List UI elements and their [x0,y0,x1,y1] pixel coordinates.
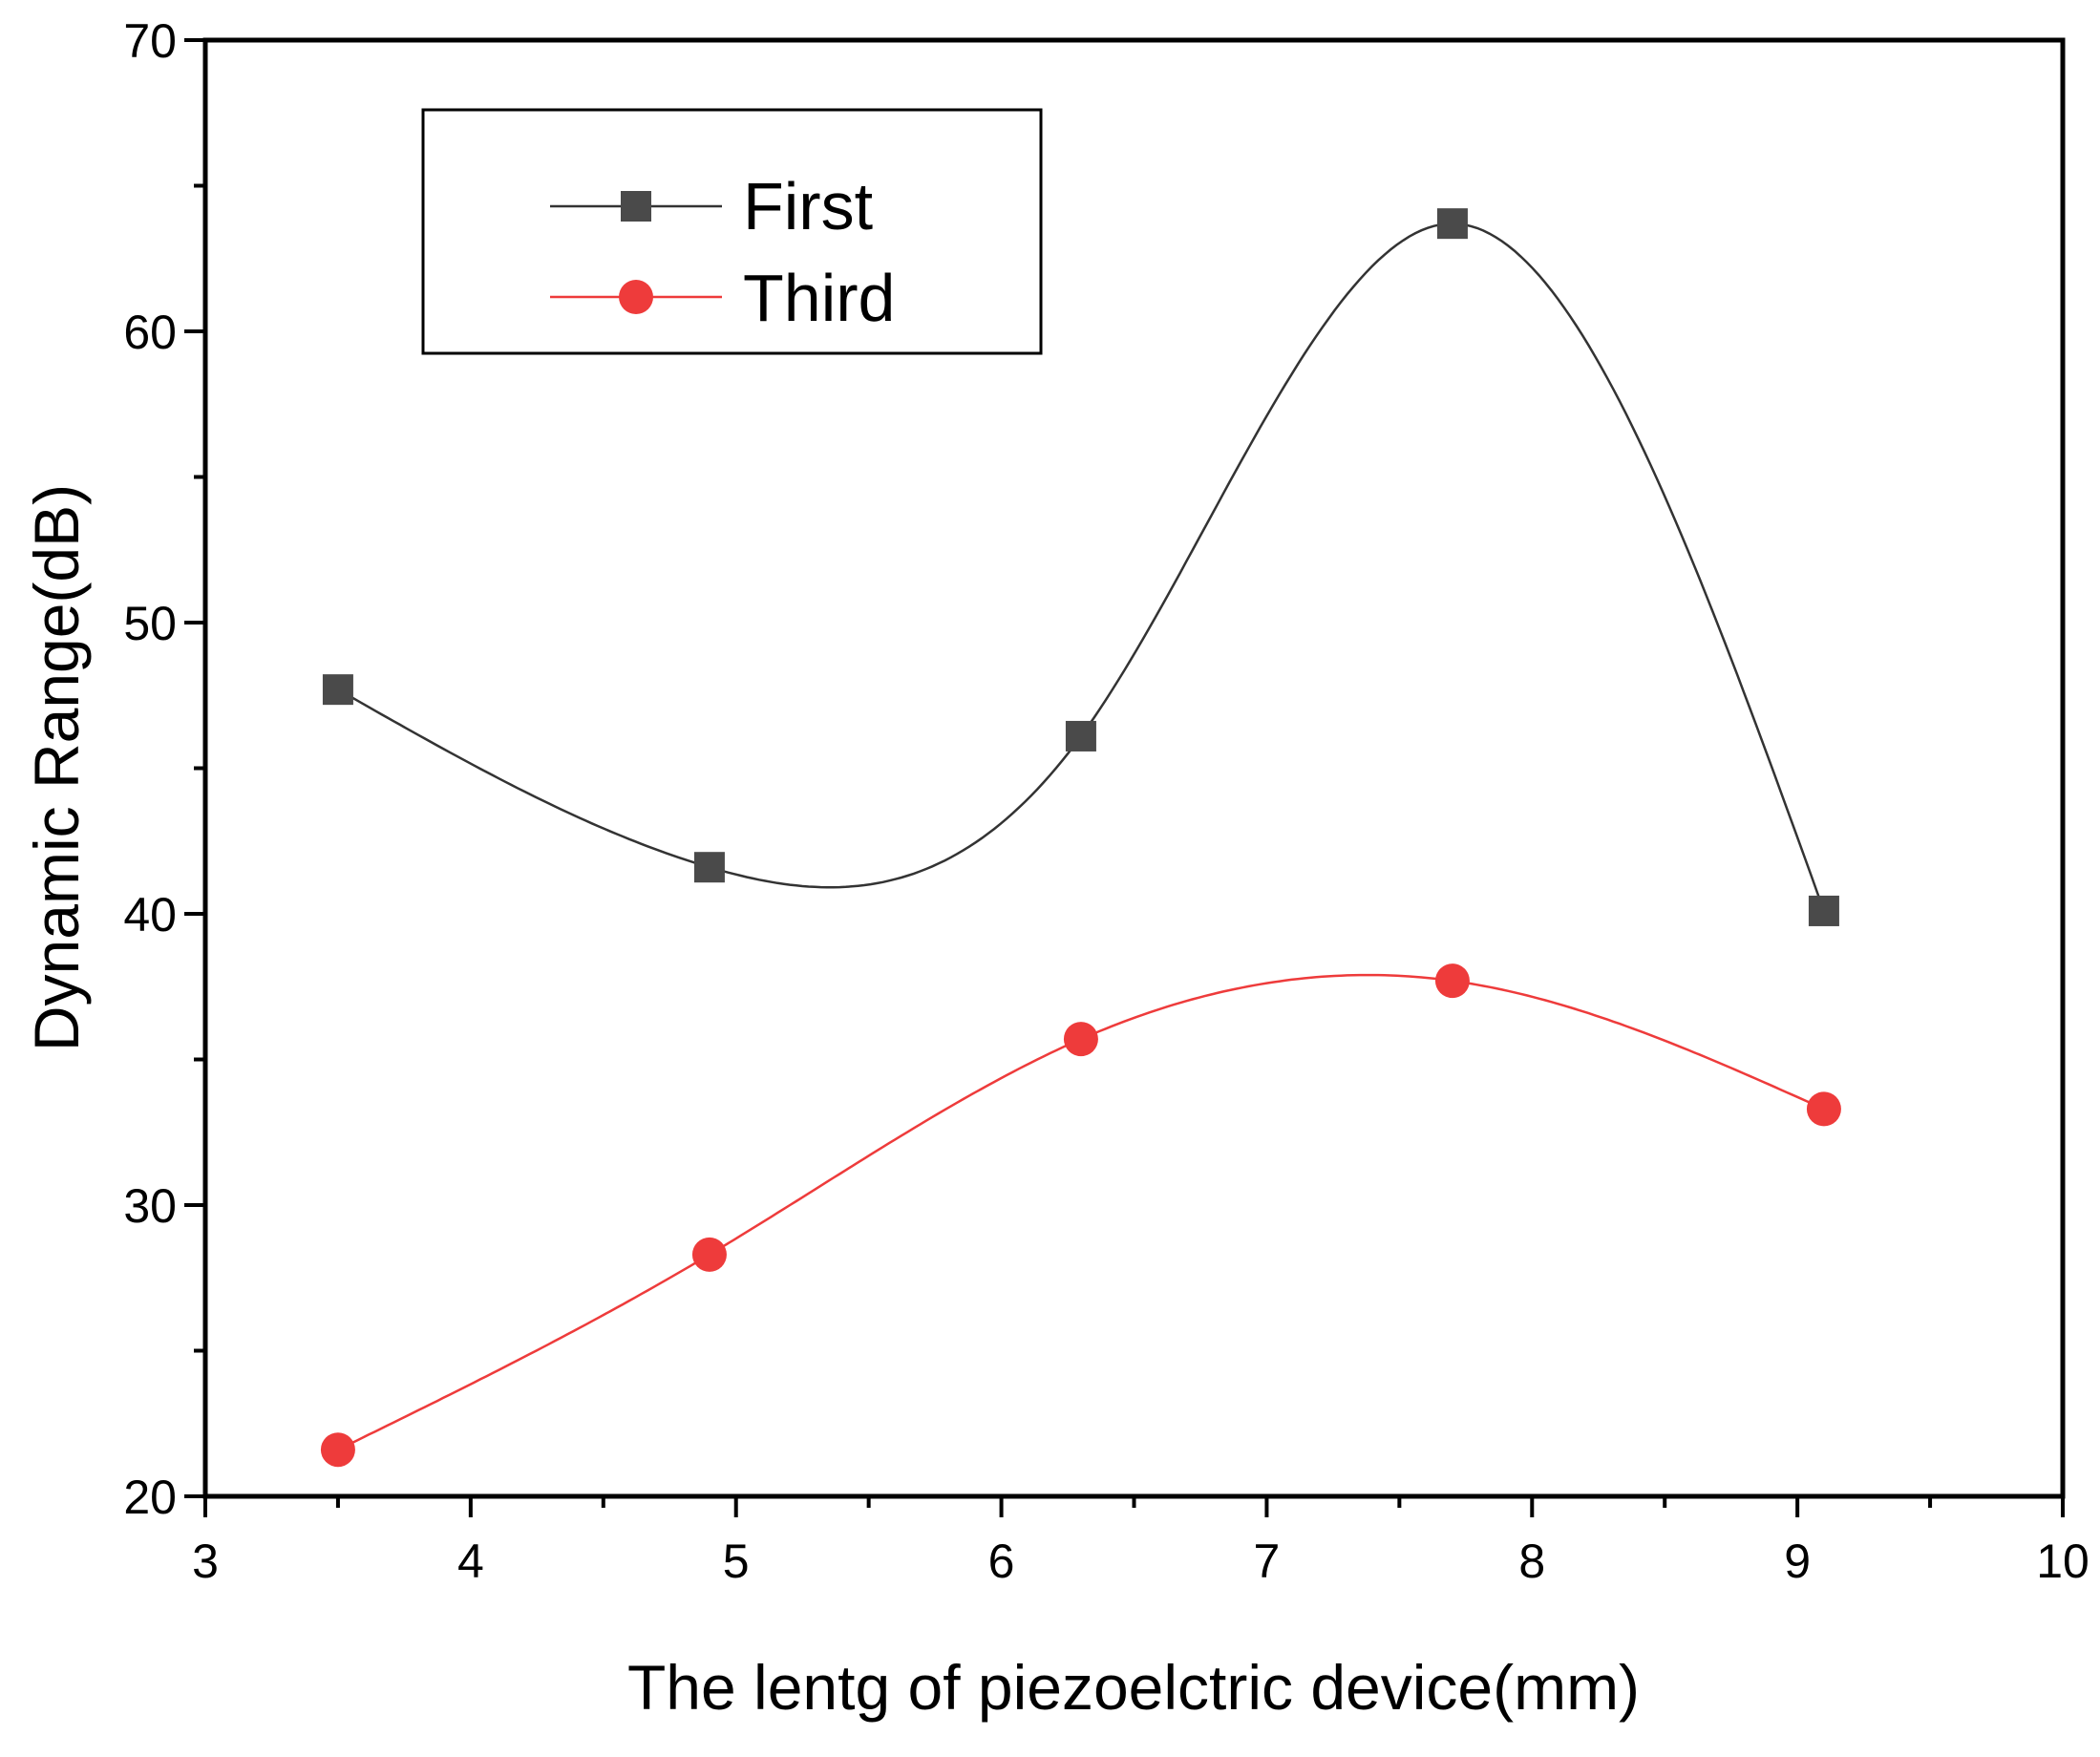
tick-labels-layer: 3 4 5 6 7 8 9 10 20 30 40 50 60 70 [123,14,2089,1588]
x-tick-label: 7 [1254,1535,1281,1588]
legend-label-first: First [743,169,873,243]
x-tick-label: 9 [1784,1535,1811,1588]
x-axis-title: The lentg of piezoelctric device(mm) [627,1652,1640,1723]
x-tick-label: 5 [723,1535,750,1588]
legend-marker-first [621,191,651,222]
data-point-third [1434,963,1470,999]
data-point-first [1436,208,1468,240]
y-tick-label: 50 [123,597,177,650]
data-point-third [1063,1022,1098,1057]
data-point-third [1806,1091,1841,1127]
x-tick-label: 3 [192,1535,219,1588]
data-point-first [1065,720,1096,751]
legend-marker-third [619,280,653,314]
y-tick-label: 30 [123,1179,177,1233]
series-layer [320,208,1841,1468]
y-tick-label: 60 [123,306,177,359]
legend: First Third [421,108,1043,355]
x-tick-label: 6 [988,1535,1015,1588]
legend-label-third: Third [743,261,895,335]
data-point-third [691,1237,727,1272]
y-tick-label: 70 [123,14,177,68]
y-tick-label: 40 [123,888,177,942]
data-point-first [322,674,353,706]
legend-box [421,108,1043,355]
x-tick-label: 10 [2036,1535,2089,1588]
x-tick-label: 8 [1518,1535,1545,1588]
data-point-first [1808,895,1839,926]
y-axis-title: Dynamic Range(dB) [21,484,92,1051]
x-tick-label: 4 [457,1535,484,1588]
ticks-layer [184,38,2065,1517]
data-point-first [693,852,725,883]
y-tick-label: 20 [123,1471,177,1524]
data-point-third [320,1432,355,1468]
